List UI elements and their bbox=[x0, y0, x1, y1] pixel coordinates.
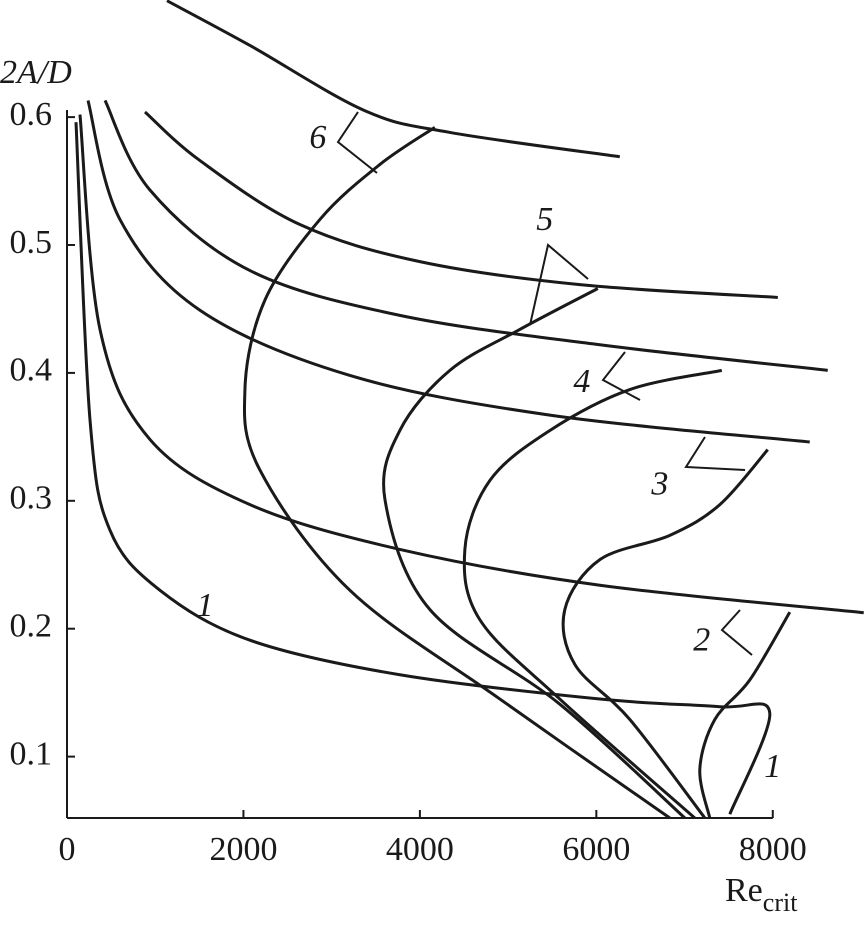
y-tick-label: 0.5 bbox=[10, 224, 53, 261]
curve bbox=[86, 100, 810, 444]
x-tick-label: 6000 bbox=[562, 831, 630, 868]
y-axis-label: 2A/D bbox=[0, 54, 72, 91]
curve bbox=[561, 448, 769, 819]
y-tick-label: 0.2 bbox=[10, 608, 53, 645]
x-axis-label-main: Re bbox=[725, 872, 763, 909]
curve bbox=[243, 126, 671, 820]
annotation: 5 bbox=[536, 201, 553, 238]
annotation: 2 bbox=[693, 622, 710, 659]
y-tick-label: 0.4 bbox=[10, 352, 53, 389]
leader-line bbox=[684, 436, 746, 471]
x-tick-label: 8000 bbox=[739, 831, 807, 868]
y-tick-label: 0.3 bbox=[10, 480, 53, 517]
x-axis-label: Recrit bbox=[725, 872, 798, 917]
y-tick-label: 0.6 bbox=[10, 96, 53, 133]
curve bbox=[698, 611, 792, 819]
annotation: 4 bbox=[573, 363, 590, 400]
leader-lines bbox=[336, 111, 753, 656]
x-tick-label: 0 bbox=[59, 831, 76, 868]
leader-line bbox=[529, 243, 589, 326]
leader-line bbox=[336, 111, 378, 174]
curve bbox=[382, 287, 686, 820]
curve bbox=[103, 99, 828, 372]
annotation: 3 bbox=[650, 466, 668, 503]
curve bbox=[74, 122, 772, 815]
x-tick-label: 4000 bbox=[386, 831, 454, 868]
curve bbox=[78, 114, 864, 615]
curve bbox=[166, 0, 621, 159]
annotation: 1 bbox=[196, 587, 213, 624]
annotation: 1 bbox=[764, 748, 781, 785]
curve bbox=[462, 368, 723, 820]
leader-line bbox=[720, 609, 753, 656]
annotation: 6 bbox=[309, 119, 326, 156]
curve bbox=[143, 110, 778, 299]
y-tick-label: 0.1 bbox=[10, 735, 53, 772]
x-tick-label: 2000 bbox=[209, 831, 277, 868]
leader-line bbox=[601, 351, 641, 401]
x-axis-label-sub: crit bbox=[763, 888, 798, 917]
